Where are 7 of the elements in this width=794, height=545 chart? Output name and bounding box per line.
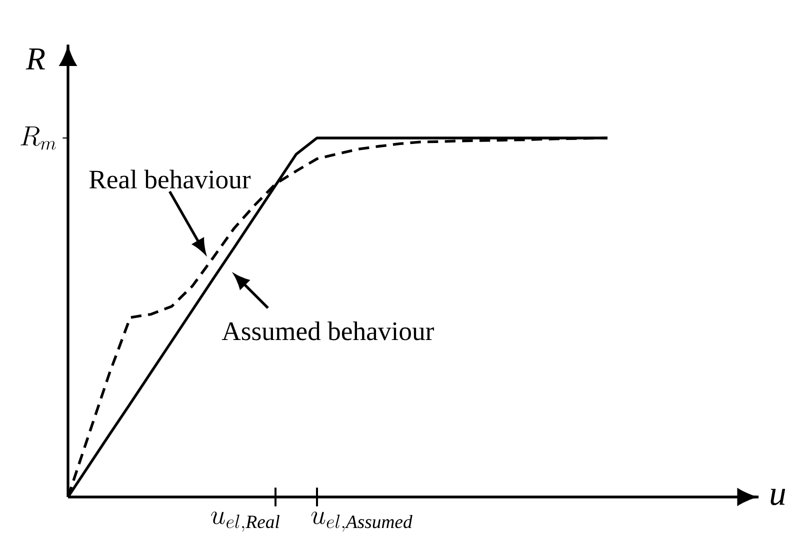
text: $R_{m}$ (20, 126, 56, 150)
x-axis-title: u (770, 488, 786, 506)
text: $u_{el,\mathit{Real}}$ (211, 512, 280, 532)
y-axis-title: R (26, 48, 45, 70)
annotation: Real behaviour (89, 170, 251, 189)
text: $u_{el,\mathit{Assumed}}$ (311, 512, 412, 532)
annotation: Assumed behaviour (222, 321, 434, 340)
